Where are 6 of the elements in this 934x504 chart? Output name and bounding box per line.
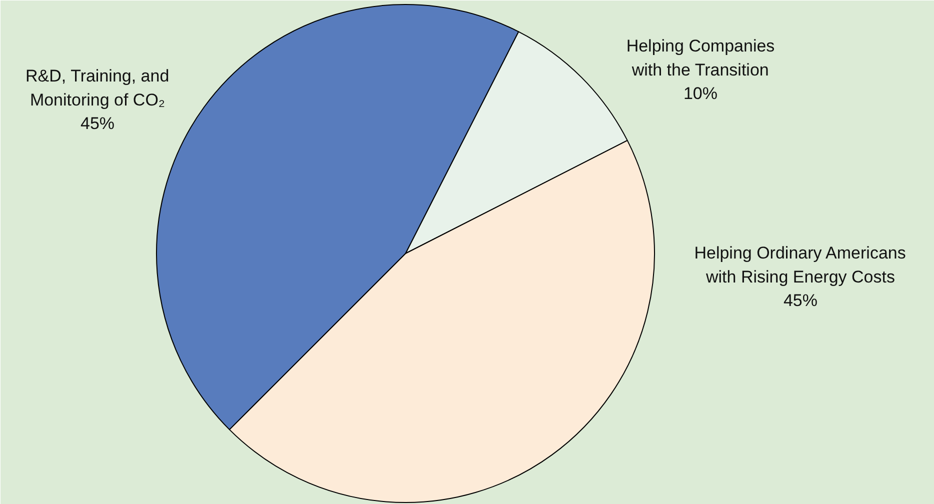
data-label: 10% (683, 84, 718, 103)
slice-label: Helping Companies with the Transition (626, 36, 775, 80)
data-label: 45% (783, 291, 818, 310)
slice-label: Helping Ordinary Americans with Rising Energy Costs (694, 244, 906, 286)
data-label: 45% (80, 114, 115, 133)
slice-label: R&D, Training, and Monitoring of CO₂ (26, 66, 170, 110)
